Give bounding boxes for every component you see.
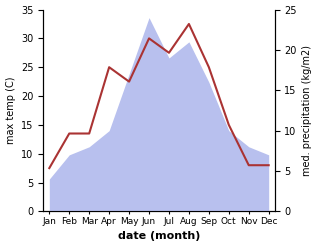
Y-axis label: med. precipitation (kg/m2): med. precipitation (kg/m2) xyxy=(302,45,313,176)
Y-axis label: max temp (C): max temp (C) xyxy=(5,77,16,144)
X-axis label: date (month): date (month) xyxy=(118,231,200,242)
